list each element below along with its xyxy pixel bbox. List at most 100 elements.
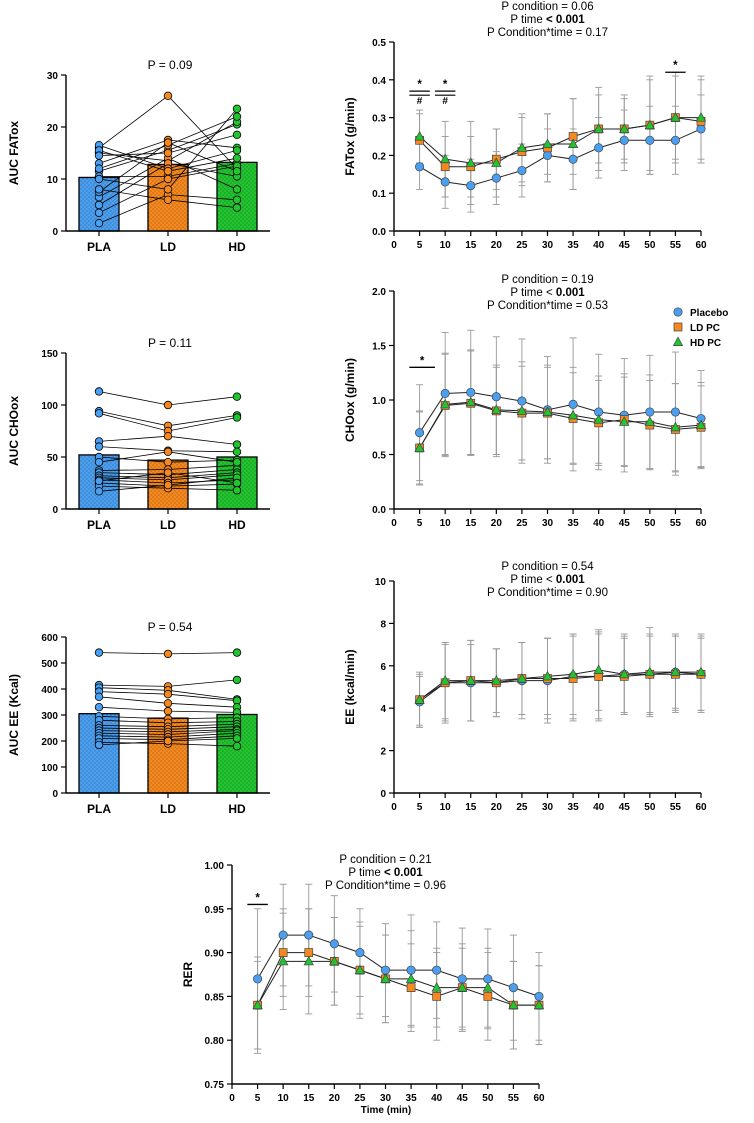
x-tick-label: 20 (329, 1093, 341, 1104)
x-tick-label: 50 (644, 802, 656, 813)
point-placebo (534, 991, 544, 1001)
x-tick-label: 45 (619, 240, 631, 251)
x-tick-label: 0 (391, 240, 397, 251)
x-tick-label: 35 (568, 802, 580, 813)
point-hd (439, 398, 451, 409)
series-line-placebo (419, 671, 702, 703)
point-hd (593, 664, 604, 674)
subject-point (94, 164, 104, 173)
stat-time-label: P time (510, 14, 546, 26)
line-chart-rer: * (247, 883, 545, 1054)
y-tick-label: 2 (380, 747, 386, 758)
significance-hash: # (442, 96, 448, 107)
subject-point (94, 692, 104, 701)
x-tick-label: 10 (278, 1093, 290, 1104)
stat-time-value: 0.001 (556, 574, 585, 586)
bar-chart-auc_choox (78, 387, 258, 510)
point-hd (491, 157, 502, 167)
y-tick-label: 0.85 (205, 992, 225, 1003)
bar-chart-auc_fatox (78, 91, 258, 232)
subject-point (163, 195, 173, 204)
x-tick-label: 0 (391, 518, 397, 529)
point-ld (406, 983, 416, 992)
point-hd (405, 973, 417, 983)
point-hd (593, 123, 604, 133)
stat-time: P time < 0.001 (348, 867, 423, 879)
x-tick-label: 45 (457, 1093, 469, 1104)
point-hd (465, 396, 476, 407)
point-placebo (278, 930, 288, 940)
x-tick-label: 20 (491, 240, 503, 251)
x-tick-label: 60 (533, 1093, 545, 1104)
x-tick-label: 35 (406, 1093, 418, 1104)
point-hd (644, 119, 656, 130)
point-placebo (466, 181, 476, 191)
x-tick-label: 15 (465, 802, 477, 813)
point-hd (593, 414, 604, 424)
x-tick-label: 30 (542, 802, 554, 813)
y-axis-label: CHOox (g/min) (343, 358, 357, 442)
point-hd (465, 675, 476, 685)
y-tick-label: 8 (380, 619, 386, 630)
y-tick-label: 1.0 (372, 396, 386, 407)
subject-point (232, 104, 242, 113)
p-value-label: P = 0.11 (148, 336, 192, 350)
category-label: PLA (87, 240, 111, 254)
category-label: PLA (87, 518, 111, 532)
point-hd (619, 123, 630, 133)
x-axis-label: Time (min) (361, 1105, 411, 1116)
subject-point (232, 675, 242, 685)
y-axis-label: AUC EE (Kcal) (7, 674, 21, 756)
x-tick-label: 15 (465, 240, 477, 251)
category-label: LD (160, 518, 176, 532)
point-placebo (253, 974, 263, 984)
point-hd (491, 404, 502, 414)
y-tick-label: 100 (41, 763, 58, 774)
x-tick-label: 60 (695, 240, 707, 251)
y-tick-label: 0.2 (372, 151, 386, 162)
x-tick-label: 0 (391, 802, 397, 813)
point-placebo (380, 965, 391, 975)
x-tick-label: 40 (593, 240, 605, 251)
subject-point (232, 486, 242, 495)
series-line-ld (419, 117, 702, 168)
point-hd (516, 405, 528, 415)
subject-point (232, 458, 242, 467)
subject-point (232, 185, 242, 194)
point-hd (695, 112, 707, 122)
x-tick-label: 30 (542, 518, 554, 529)
x-tick-label: 40 (431, 1093, 443, 1104)
point-placebo (483, 974, 493, 984)
point-placebo (542, 150, 553, 160)
significance-star: * (673, 60, 678, 72)
x-tick-label: 10 (440, 518, 452, 529)
point-hd (619, 668, 630, 679)
x-tick-label: 50 (482, 1093, 494, 1104)
point-hd (354, 964, 366, 975)
y-tick-label: 0 (52, 505, 58, 516)
subject-point (232, 413, 242, 422)
point-placebo (568, 399, 578, 409)
subject-point (232, 478, 242, 488)
subject-point (232, 392, 242, 401)
x-tick-label: 60 (695, 518, 707, 529)
point-hd (277, 955, 289, 966)
point-ld (278, 948, 288, 957)
point-placebo (517, 396, 527, 406)
point-hd (252, 999, 263, 1010)
stat-time-label: P time (348, 867, 384, 879)
y-axis-label: EE (kcal/min) (343, 649, 357, 724)
category-label: HD (228, 240, 246, 254)
point-hd (303, 955, 314, 966)
y-tick-label: 0.90 (205, 949, 225, 960)
stat-time-value: < 0.001 (546, 14, 585, 26)
subject-point (94, 387, 104, 396)
subject-point (163, 736, 173, 746)
stat-time: P time < 0.001 (510, 287, 585, 299)
p-value-label: P = 0.54 (148, 620, 193, 634)
point-ld (483, 992, 493, 1001)
point-hd (542, 670, 553, 681)
y-tick-label: 1.00 (205, 861, 225, 872)
point-hd (672, 336, 684, 346)
